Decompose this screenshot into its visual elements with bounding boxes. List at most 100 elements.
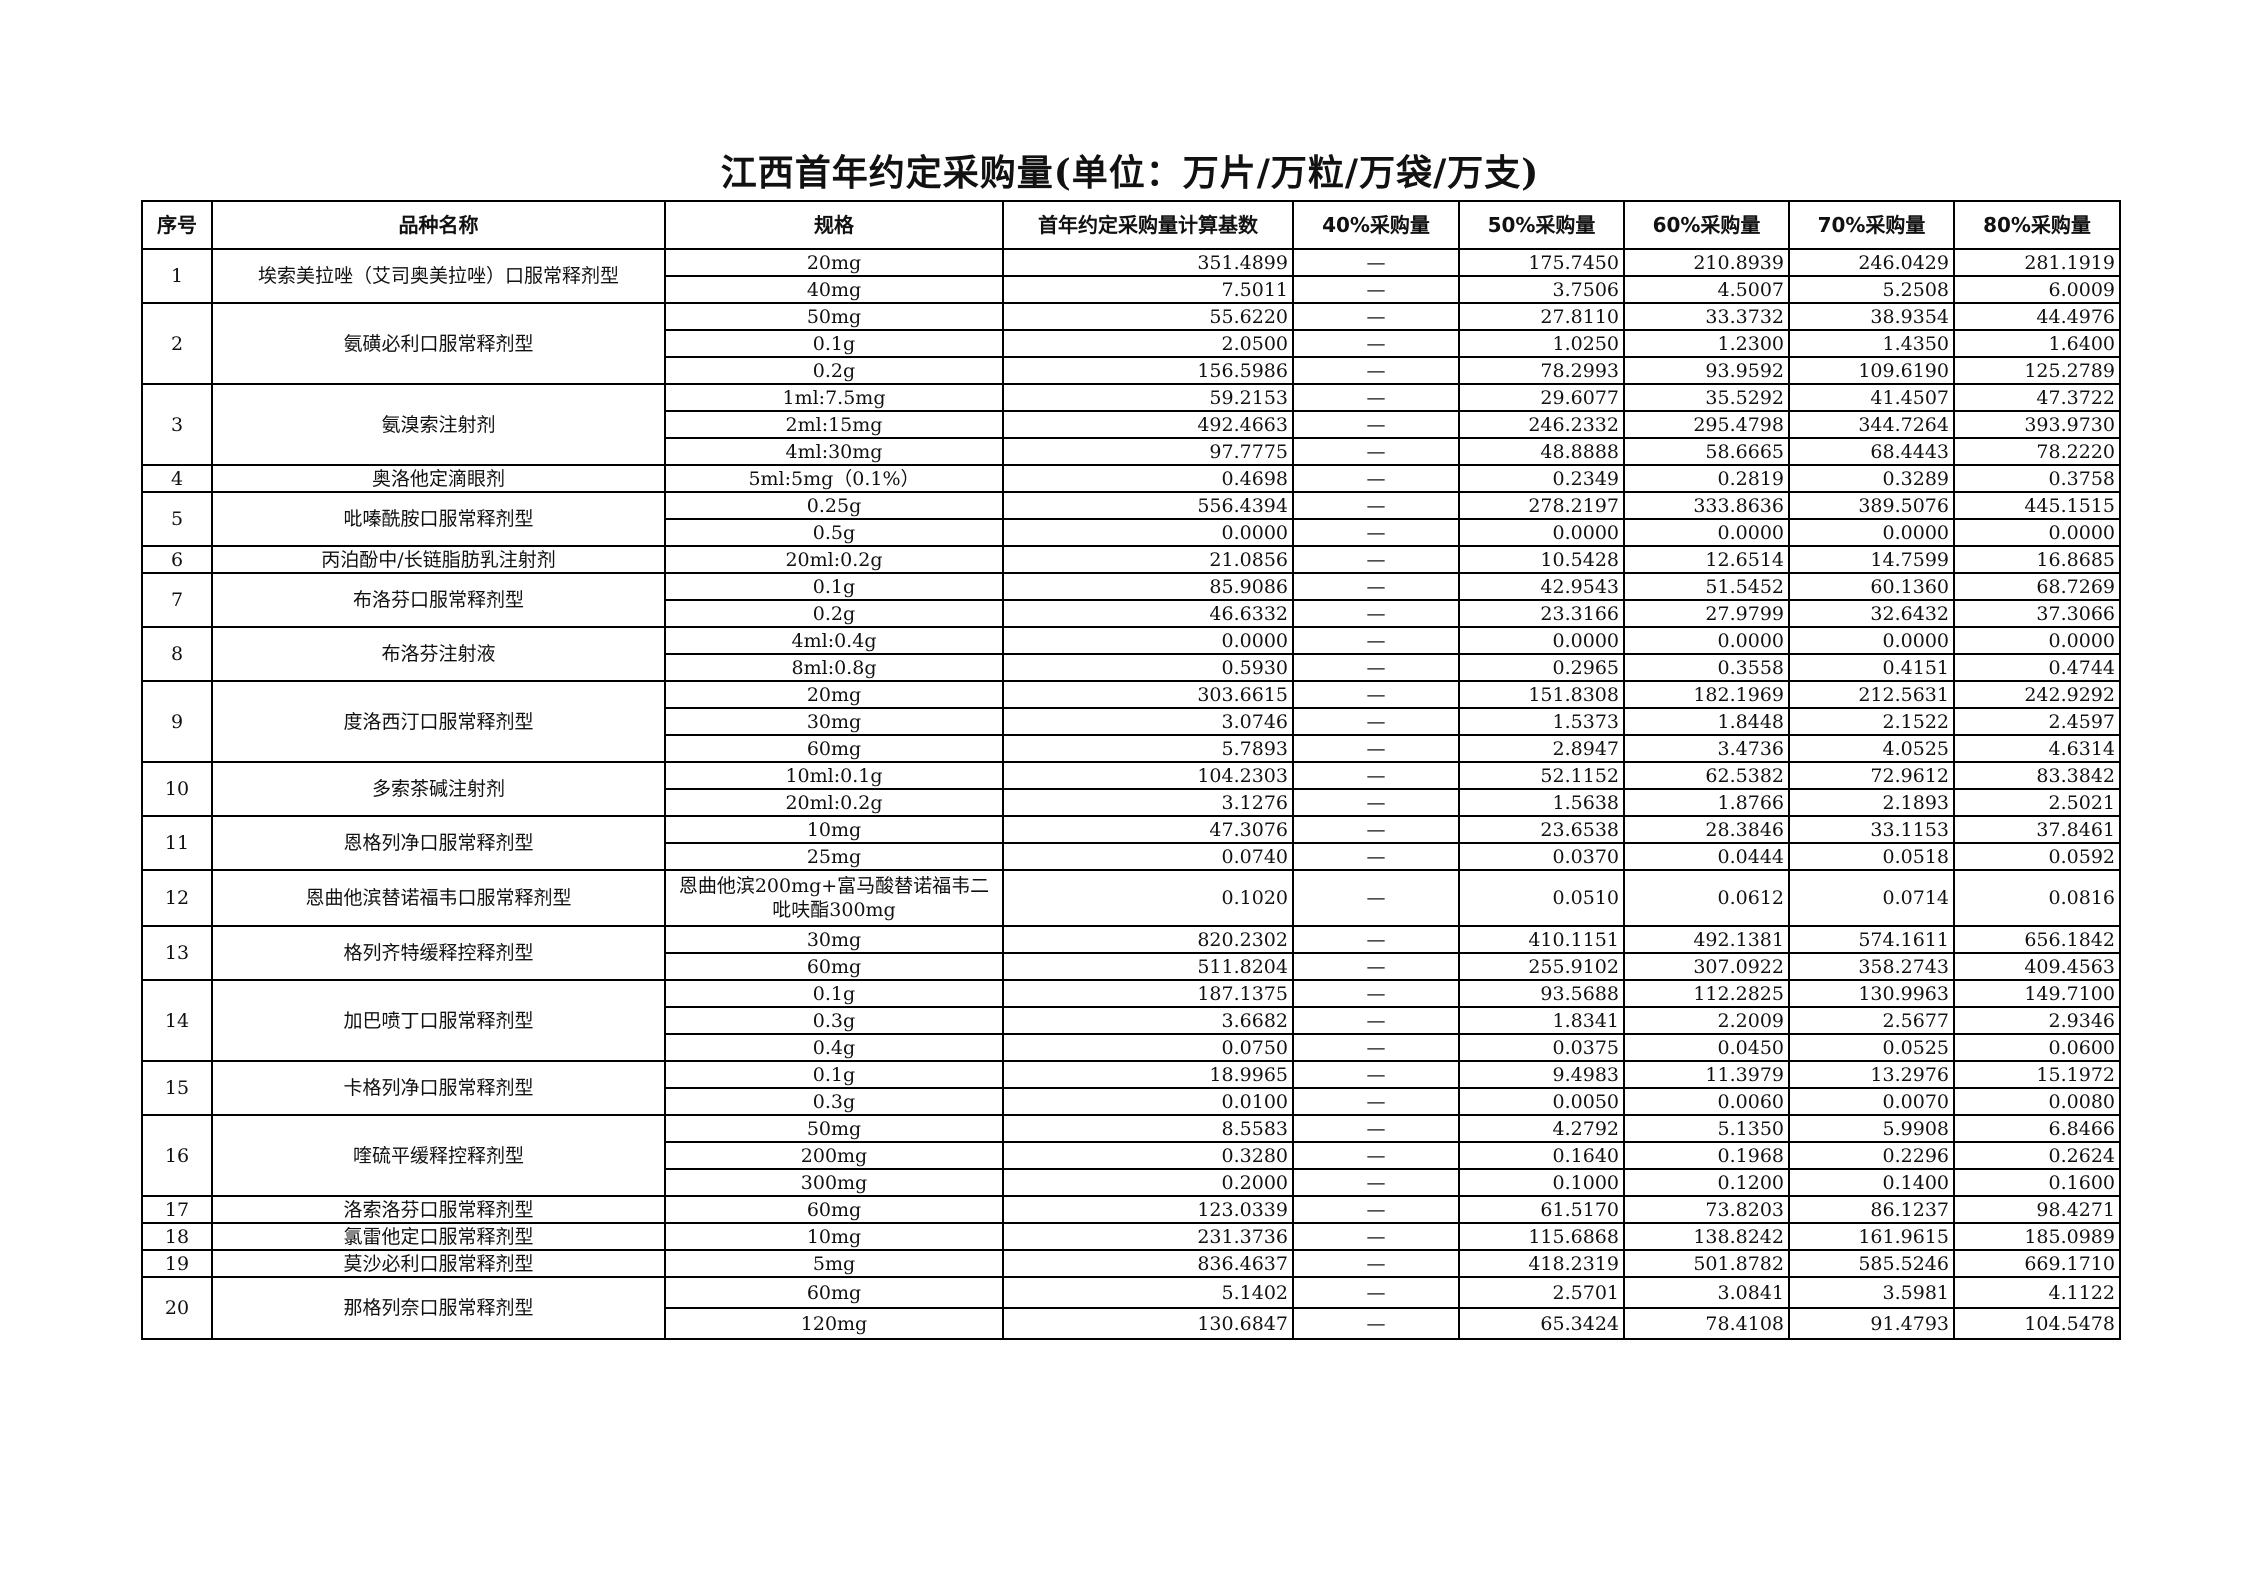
specification-cell: 0.2g (664, 599, 1004, 628)
specification-cell: 10mg (664, 815, 1004, 844)
quantity-50pct-cell: 42.9543 (1458, 572, 1625, 601)
table-row: 40mg 7.5011—3.7506 4.5007 5.2508 6.0009 (142, 275, 2121, 304)
header-row: 序号 品种名称 规格 首年约定采购量计算基数 40%采购量 50%采购量 60%采购量 70%… (141, 200, 2121, 250)
base-quantity-cell: 47.3076 (1002, 815, 1294, 844)
quantity-70pct-cell: 2.5677 (1788, 1006, 1955, 1035)
table-row: 20ml:0.2g 3.1276—1.5638 1.8766 2.1893 2.5021 (142, 788, 2121, 817)
serial-number-cell: 13 (141, 925, 213, 981)
base-quantity-cell: 2.0500 (1002, 329, 1294, 358)
drug-name-cell: 奥洛他定滴眼剂 (211, 464, 666, 493)
specification-cell: 4ml:30mg (664, 437, 1004, 466)
quantity-80pct-cell: 125.2789 (1953, 356, 2121, 385)
quantity-70pct-cell: 14.7599 (1788, 545, 1955, 574)
quantity-70pct-cell: 109.6190 (1788, 356, 1955, 385)
table-row: 4ml:30mg 97.7775—48.8888 58.6665 68.4443 78.… (142, 437, 2121, 466)
serial-number-cell: 6 (141, 545, 213, 574)
quantity-40pct-cell: — (1292, 952, 1460, 981)
quantity-70pct-cell: 344.7264 (1788, 410, 1955, 439)
quantity-60pct-cell: 2.2009 (1623, 1006, 1790, 1035)
specification-cell: 30mg (664, 707, 1004, 736)
quantity-60pct-cell: 11.3979 (1623, 1060, 1790, 1089)
quantity-80pct-cell: 68.7269 (1953, 572, 2121, 601)
quantity-50pct-cell: 115.6868 (1458, 1222, 1625, 1251)
quantity-80pct-cell: 6.8466 (1953, 1114, 2121, 1143)
quantity-60pct-cell: 28.3846 (1623, 815, 1790, 844)
base-quantity-cell: 0.1020 (1002, 869, 1294, 927)
specification-cell: 0.4g (664, 1033, 1004, 1062)
quantity-70pct-cell: 3.5981 (1788, 1276, 1955, 1309)
quantity-40pct-cell: — (1292, 653, 1460, 682)
quantity-60pct-cell: 0.0612 (1623, 869, 1790, 927)
base-quantity-cell: 3.0746 (1002, 707, 1294, 736)
quantity-60pct-cell: 0.0444 (1623, 842, 1790, 871)
quantity-40pct-cell: — (1292, 1141, 1460, 1170)
drug-name-cell: 氨磺必利口服常释剂型 (211, 302, 666, 385)
quantity-80pct-cell: 0.0592 (1953, 842, 2121, 871)
drug-name-cell: 多索茶碱注射剂 (211, 761, 666, 817)
quantity-70pct-cell: 574.1611 (1788, 925, 1955, 954)
table-row: 0.2g 46.6332—23.3166 27.9799 32.6432 37.3066 (142, 599, 2121, 628)
quantity-70pct-cell: 68.4443 (1788, 437, 1955, 466)
quantity-50pct-cell: 151.8308 (1458, 680, 1625, 709)
quantity-80pct-cell: 15.1972 (1953, 1060, 2121, 1089)
quantity-40pct-cell: — (1292, 1114, 1460, 1143)
quantity-40pct-cell: — (1292, 572, 1460, 601)
quantity-70pct-cell: 91.4793 (1788, 1307, 1955, 1340)
table-row: 30mg 3.0746—1.5373 1.8448 2.1522 2.4597 (142, 707, 2121, 736)
quantity-60pct-cell: 0.3558 (1623, 653, 1790, 682)
quantity-40pct-cell: — (1292, 1006, 1460, 1035)
quantity-70pct-cell: 5.9908 (1788, 1114, 1955, 1143)
quantity-70pct-cell: 38.9354 (1788, 302, 1955, 331)
quantity-40pct-cell: — (1292, 329, 1460, 358)
drug-name-cell: 度洛西汀口服常释剂型 (211, 680, 666, 763)
drug-name-cell: 恩格列净口服常释剂型 (211, 815, 666, 871)
drug-name-cell: 布洛芬口服常释剂型 (211, 572, 666, 628)
quantity-70pct-cell: 60.1360 (1788, 572, 1955, 601)
quantity-60pct-cell: 138.8242 (1623, 1222, 1790, 1251)
quantity-60pct-cell: 51.5452 (1623, 572, 1790, 601)
quantity-40pct-cell: — (1292, 1222, 1460, 1251)
table-row: 0.3g 3.6682—1.8341 2.2009 2.5677 2.9346 (142, 1006, 2121, 1035)
base-quantity-cell: 123.0339 (1002, 1195, 1294, 1224)
serial-number-cell: 4 (141, 464, 213, 493)
quantity-80pct-cell: 78.2220 (1953, 437, 2121, 466)
quantity-50pct-cell: 418.2319 (1458, 1249, 1625, 1278)
table-row: 18 氯雷他定口服常释剂型 10mg 231.3736—115.6868 138.824… (141, 1222, 2121, 1251)
specification-cell: 5mg (664, 1249, 1004, 1278)
quantity-80pct-cell: 393.9730 (1953, 410, 2121, 439)
specification-cell: 恩曲他滨200mg+富马酸替诺福韦二吡呋酯300mg (664, 869, 1004, 927)
specification-cell: 30mg (664, 925, 1004, 954)
quantity-80pct-cell: 16.8685 (1953, 545, 2121, 574)
quantity-40pct-cell: — (1292, 383, 1460, 412)
specification-cell: 20mg (664, 680, 1004, 709)
column-header-quantity-50pct: 50%采购量 (1458, 200, 1625, 250)
table-row: 300mg 0.2000—0.1000 0.1200 0.1400 0.1600 (142, 1168, 2121, 1197)
quantity-40pct-cell: — (1292, 788, 1460, 817)
quantity-80pct-cell: 185.0989 (1953, 1222, 2121, 1251)
quantity-60pct-cell: 0.0000 (1623, 518, 1790, 547)
specification-cell: 50mg (664, 302, 1004, 331)
specification-cell: 4ml:0.4g (664, 626, 1004, 655)
quantity-50pct-cell: 0.2349 (1458, 464, 1625, 493)
drug-name-cell: 卡格列净口服常释剂型 (211, 1060, 666, 1116)
table-row: 0.1g 2.0500—1.0250 1.2300 1.4350 1.6400 (142, 329, 2121, 358)
base-quantity-cell: 0.0100 (1002, 1087, 1294, 1116)
column-header-quantity-60pct: 60%采购量 (1623, 200, 1790, 250)
specification-cell: 0.5g (664, 518, 1004, 547)
quantity-70pct-cell: 72.9612 (1788, 761, 1955, 790)
table-row: 12 恩曲他滨替诺福韦口服常释剂型 恩曲他滨200mg+富马酸替诺福韦二吡呋酯300… (141, 869, 2121, 927)
specification-cell: 0.1g (664, 329, 1004, 358)
quantity-60pct-cell: 295.4798 (1623, 410, 1790, 439)
quantity-50pct-cell: 27.8110 (1458, 302, 1625, 331)
specification-cell: 60mg (664, 952, 1004, 981)
quantity-50pct-cell: 93.5688 (1458, 979, 1625, 1008)
quantity-80pct-cell: 47.3722 (1953, 383, 2121, 412)
specification-cell: 0.3g (664, 1087, 1004, 1116)
quantity-80pct-cell: 0.3758 (1953, 464, 2121, 493)
quantity-70pct-cell: 1.4350 (1788, 329, 1955, 358)
page-title: 江西首年约定采购量(单位：万片/万粒/万袋/万支) (720, 152, 1540, 194)
quantity-60pct-cell: 93.9592 (1623, 356, 1790, 385)
quantity-60pct-cell: 0.0060 (1623, 1087, 1790, 1116)
table-row: 11 恩格列净口服常释剂型 10mg 47.3076—23.6538 28.3846 33… (141, 815, 2121, 871)
quantity-40pct-cell: — (1292, 410, 1460, 439)
